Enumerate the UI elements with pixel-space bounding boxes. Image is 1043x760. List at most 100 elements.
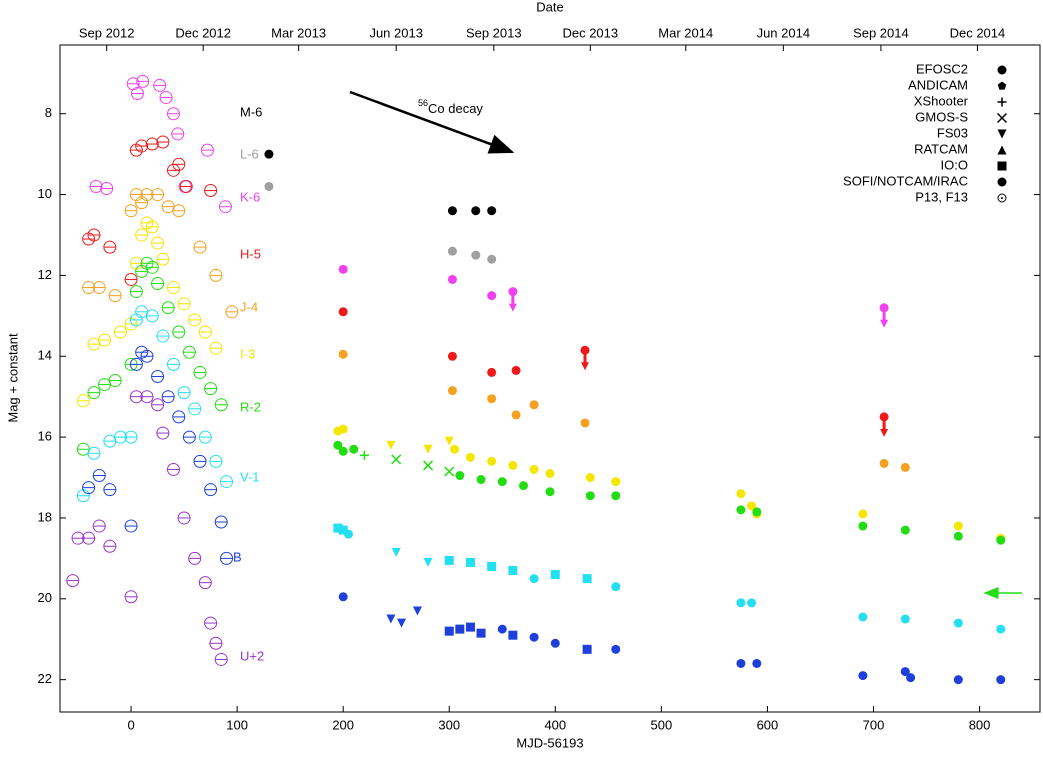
x2-tick-label: Sep 2014 (853, 25, 909, 40)
legend-label: XShooter (914, 93, 969, 108)
data-point (465, 557, 475, 567)
data-point (135, 139, 149, 153)
data-point (151, 277, 165, 291)
data-point (172, 410, 186, 424)
data-point (124, 519, 138, 533)
data-point (447, 274, 457, 284)
band-label: V-1 (240, 469, 260, 484)
data-point (900, 462, 910, 472)
x-tick-label: 100 (226, 717, 248, 732)
data-point (487, 206, 497, 216)
legend-marker (997, 177, 1007, 187)
data-point (135, 196, 149, 210)
data-point (423, 557, 433, 567)
data-point (858, 671, 868, 681)
data-point (444, 466, 455, 477)
data-point (747, 501, 757, 511)
data-point (359, 450, 369, 460)
data-point (582, 574, 592, 584)
data-point (879, 412, 889, 437)
data-point (151, 188, 165, 202)
data-point (879, 303, 889, 328)
data-point (545, 487, 555, 497)
limit-head (880, 319, 889, 328)
band-label: U+2 (240, 648, 264, 663)
data-point (996, 535, 1006, 545)
data-point (153, 78, 167, 92)
data-point (188, 402, 202, 416)
data-point (455, 471, 465, 481)
data-point (166, 462, 180, 476)
data-point (550, 638, 560, 648)
data-point (333, 440, 343, 450)
data-point (386, 614, 396, 624)
data-point (611, 644, 621, 654)
data-point (188, 551, 202, 565)
data-point (145, 309, 159, 323)
data-point (264, 149, 274, 159)
data-point (338, 349, 348, 359)
data-point (397, 618, 407, 628)
x2-tick-label: Mar 2014 (658, 25, 713, 40)
data-point (585, 491, 595, 501)
data-point (220, 475, 234, 489)
data-point (218, 200, 232, 214)
legend-marker (997, 161, 1007, 171)
data-point (953, 675, 963, 685)
data-point (487, 254, 497, 264)
legend-marker (997, 97, 1007, 107)
data-point (87, 446, 101, 460)
data-point (130, 87, 144, 101)
y-tick-label: 18 (38, 509, 52, 524)
legend-marker (996, 112, 1008, 124)
data-point (529, 632, 539, 642)
data-point (159, 91, 173, 105)
data-point (66, 574, 80, 588)
data-point (198, 325, 212, 339)
data-point (92, 519, 106, 533)
data-point (87, 228, 101, 242)
data-point (412, 606, 422, 616)
data-point (214, 398, 228, 412)
data-point (508, 630, 518, 640)
y-tick-label: 20 (38, 590, 52, 605)
data-point (487, 367, 497, 377)
data-point (200, 143, 214, 157)
legend-label: P13, F13 (915, 189, 968, 204)
data-point (182, 430, 196, 444)
data-point (450, 444, 460, 454)
data-point (900, 525, 910, 535)
data-point (193, 365, 207, 379)
legend-label: FS03 (937, 125, 968, 140)
data-point (444, 626, 454, 636)
data-point (182, 345, 196, 359)
data-point (156, 252, 170, 266)
data-point (89, 179, 103, 193)
x2-tick-label: Sep 2013 (466, 25, 522, 40)
data-point (447, 351, 457, 361)
band-label: L-6 (240, 146, 259, 161)
data-point (447, 206, 457, 216)
data-point (497, 624, 507, 634)
data-point (136, 74, 150, 88)
data-point (338, 307, 348, 317)
data-point (550, 570, 560, 580)
data-point (487, 456, 497, 466)
data-point (140, 349, 154, 363)
data-point (545, 468, 555, 478)
data-point (98, 333, 112, 347)
data-point (858, 612, 868, 622)
data-point (736, 505, 746, 515)
data-point (124, 272, 138, 286)
y-axis-label: Mag + constant (5, 333, 20, 423)
data-point (193, 240, 207, 254)
data-point (156, 135, 170, 149)
data-point (476, 475, 486, 485)
data-point (487, 394, 497, 404)
data-point (747, 598, 757, 608)
data-point (145, 220, 159, 234)
y-tick-label: 14 (38, 348, 52, 363)
data-point (161, 301, 175, 315)
data-point (225, 305, 239, 319)
data-point (100, 182, 114, 196)
